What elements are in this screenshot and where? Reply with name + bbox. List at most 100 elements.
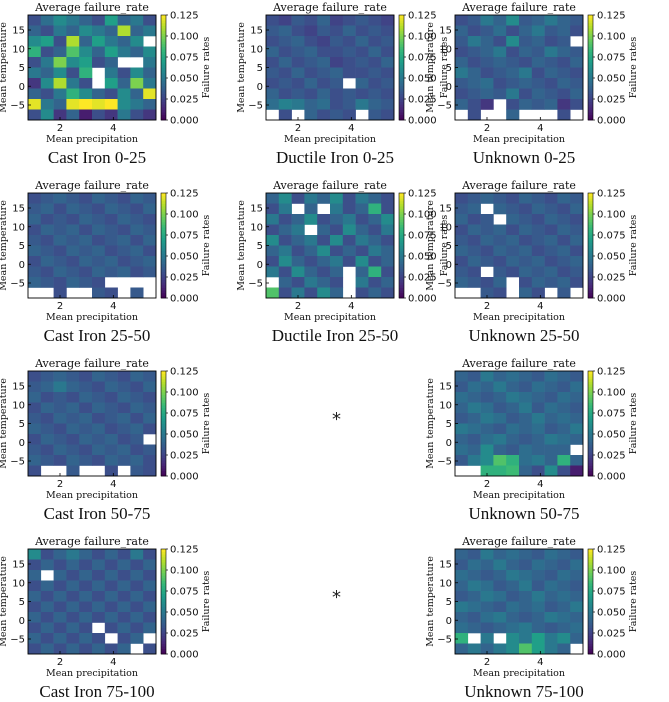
heatmap-cell	[92, 214, 106, 225]
heatmap-cell	[130, 67, 144, 79]
colorbar-segment	[161, 292, 166, 296]
colorbar-tick-label: 0.050	[170, 252, 199, 263]
heatmap-cell	[570, 88, 584, 100]
heatmap-cell	[40, 78, 54, 89]
heatmap-cell	[40, 46, 54, 58]
heatmap-cell	[66, 256, 80, 267]
heatmap-cell	[531, 423, 545, 435]
colorbar-tick-label: 0.100	[170, 566, 199, 577]
heatmap-cell	[355, 224, 369, 236]
heatmap-cell	[304, 67, 318, 79]
heatmap-cell	[79, 277, 93, 288]
colorbar-segment	[588, 287, 593, 291]
heatmap-cell	[143, 392, 157, 403]
heatmap-cell	[66, 643, 80, 655]
heatmap-cell	[544, 559, 558, 571]
heatmap-cell	[557, 193, 571, 204]
heatmap-cell	[40, 57, 54, 68]
colorbar-tick-label: 0.075	[597, 409, 626, 420]
heatmap-cell	[79, 25, 93, 37]
panel-title: Average failure_rate	[461, 1, 576, 14]
x-tick-label: 4	[348, 301, 354, 312]
colorbar-segment	[399, 200, 404, 204]
heatmap-cell	[53, 266, 67, 278]
heatmap-cell	[544, 15, 558, 26]
colorbar-segment	[161, 43, 166, 47]
colorbar-segment	[588, 397, 593, 401]
heatmap-cell	[104, 413, 118, 424]
heatmap-cell	[117, 235, 131, 246]
colorbar-tick-label: 0.075	[408, 53, 437, 64]
heatmap-cell	[467, 36, 481, 47]
heatmap-cell	[570, 99, 584, 110]
panel-title: Average failure_rate	[461, 535, 576, 548]
heatmap-cell	[104, 57, 118, 68]
heatmap-cell	[330, 245, 344, 257]
colorbar-segment	[399, 290, 404, 294]
colorbar-segment	[399, 106, 404, 110]
heatmap-cell	[519, 287, 533, 299]
heatmap-cell	[117, 214, 131, 225]
colorbar-segment	[588, 46, 593, 50]
colorbar-segment	[399, 282, 404, 286]
heatmap-cell	[92, 591, 106, 602]
heatmap-cell	[40, 633, 54, 644]
colorbar-segment	[399, 271, 404, 275]
heatmap-cell	[467, 57, 481, 68]
heatmap-cell	[304, 235, 318, 246]
colorbar-segment	[588, 30, 593, 34]
heatmap-cell	[53, 224, 67, 236]
heatmap-cell	[355, 25, 369, 37]
heatmap-cell	[317, 266, 331, 278]
heatmap-cell	[519, 371, 533, 382]
heatmap-cell	[493, 193, 507, 204]
heatmap-cell	[130, 235, 144, 246]
heatmap-cell	[66, 203, 80, 215]
heatmap-cell	[455, 622, 469, 634]
heatmap-cell	[53, 287, 67, 299]
y-tick-label: 5	[446, 63, 452, 74]
heatmap-cell	[544, 224, 558, 236]
colorbar-segment	[161, 96, 166, 100]
heatmap-cell	[368, 224, 382, 236]
heatmap-cell	[531, 46, 545, 58]
colorbar-segment	[588, 470, 593, 474]
heatmap-cell	[104, 46, 118, 58]
heatmap-cell	[519, 25, 533, 37]
heatmap-cell	[480, 413, 494, 424]
colorbar-tick-label: 0.100	[597, 566, 626, 577]
colorbar-label: Failure rates	[628, 393, 639, 455]
y-axis-label: Mean temperature	[425, 556, 436, 647]
colorbar-frame	[160, 548, 167, 655]
heatmap-cell	[557, 36, 571, 47]
heatmap-cell	[143, 266, 157, 278]
heatmap-cell	[28, 78, 42, 89]
colorbar-segment	[588, 242, 593, 246]
heatmap-cell	[480, 559, 494, 571]
heatmap-cell	[104, 36, 118, 47]
heatmap-cell	[570, 78, 584, 89]
colorbar-segment	[399, 229, 404, 233]
colorbar-segment	[161, 41, 166, 45]
heatmap-cell	[570, 601, 584, 613]
colorbar-segment	[399, 274, 404, 278]
heatmap-cell	[143, 601, 157, 613]
y-tick-label: 0	[446, 260, 452, 271]
heatmap-cell	[266, 36, 280, 47]
heatmap-cell	[467, 99, 481, 110]
heatmap-cell	[330, 256, 344, 267]
y-tick-label: 10	[250, 44, 263, 55]
heatmap-cell	[143, 465, 157, 477]
heatmap-cell	[330, 193, 344, 204]
colorbar-segment	[161, 567, 166, 571]
y-tick-label: 0	[19, 616, 25, 627]
heatmap-cell	[544, 392, 558, 403]
heatmap-cell	[506, 381, 520, 393]
heatmap-cell	[570, 402, 584, 414]
heatmap-cell	[493, 601, 507, 613]
colorbar-segment	[588, 96, 593, 100]
heatmap-cell	[544, 633, 558, 644]
y-tick-label: 10	[439, 400, 452, 411]
